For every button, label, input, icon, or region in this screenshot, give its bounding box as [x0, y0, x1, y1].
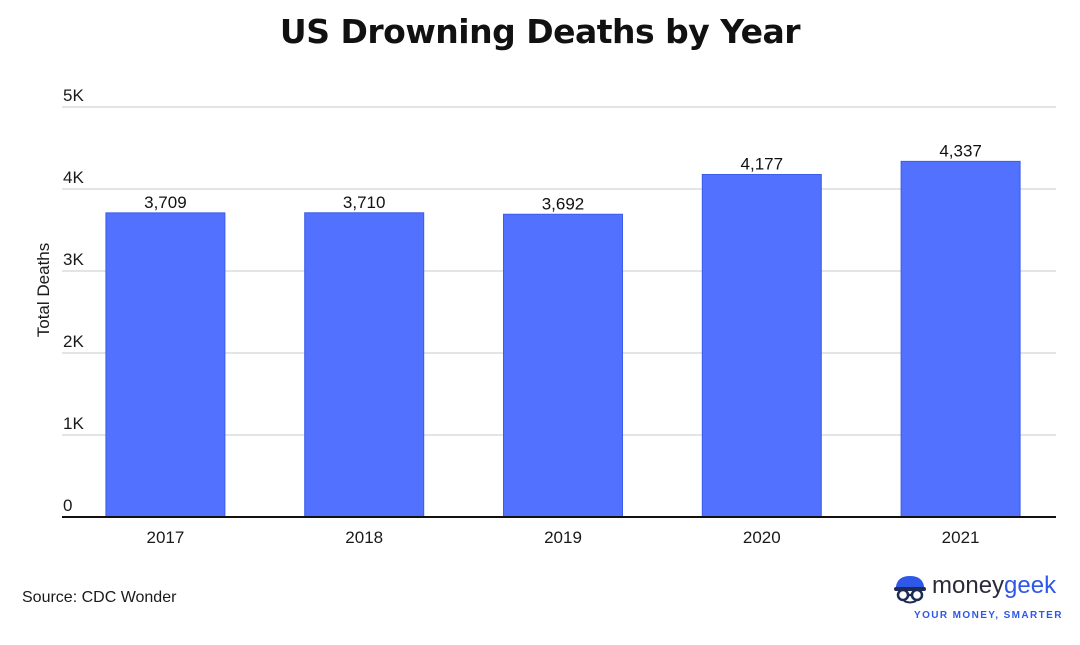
x-tick-labels: 2017 2018 2019 2020 2021	[146, 528, 979, 547]
x-tick-label-2020: 2020	[743, 528, 781, 547]
bar-2018	[304, 212, 425, 518]
value-label-2019: 3,692	[542, 194, 585, 213]
source-note: Source: CDC Wonder	[22, 589, 177, 606]
x-tick-label-2019: 2019	[544, 528, 582, 547]
y-tick-labels: 0 1K 2K 3K 4K 5K	[63, 86, 84, 515]
y-axis-label: Total Deaths	[34, 243, 53, 338]
brand-name: moneygeek	[932, 572, 1056, 600]
y-tick-label: 5K	[63, 86, 84, 105]
value-label-2018: 3,710	[343, 193, 386, 212]
y-tick-label: 3K	[63, 250, 84, 269]
brand-tagline: YOUR MONEY, SMARTER	[914, 610, 1063, 621]
x-tick-label-2021: 2021	[942, 528, 980, 547]
y-tick-label: 1K	[63, 414, 84, 433]
value-label-2020: 4,177	[741, 154, 784, 173]
x-tick-label-2017: 2017	[146, 528, 184, 547]
bar-2020	[701, 173, 822, 518]
x-tick-label-2018: 2018	[345, 528, 383, 547]
moneygeek-logo-icon	[894, 576, 926, 604]
y-tick-label: 2K	[63, 332, 84, 351]
y-tick-label: 4K	[63, 168, 84, 187]
y-tick-label: 0	[63, 496, 72, 515]
chart-title: US Drowning Deaths by Year	[279, 12, 801, 51]
brand-name-money: money	[932, 572, 1005, 599]
brand-name-geek: geek	[1004, 572, 1057, 599]
bar-2019	[503, 213, 623, 518]
value-label-2017: 3,709	[144, 193, 187, 212]
value-label-2021: 4,337	[939, 141, 982, 160]
bars	[105, 160, 1021, 518]
value-labels: 3,709 3,710 3,692 4,177 4,337	[144, 141, 982, 213]
bar-2017	[105, 212, 226, 518]
brand-logo: moneygeek YOUR MONEY, SMARTER	[890, 572, 1065, 624]
bar-2021	[900, 160, 1021, 518]
